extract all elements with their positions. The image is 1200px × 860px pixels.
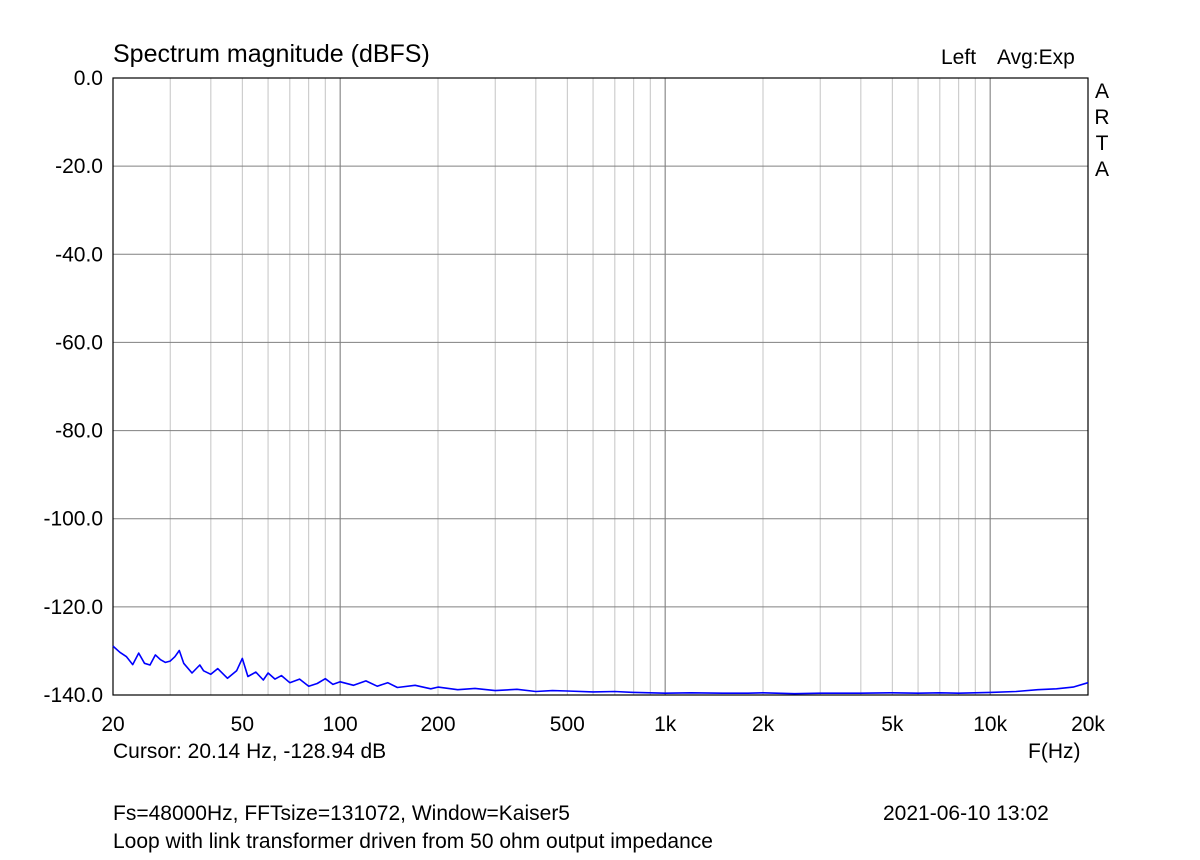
spectrum-trace [112, 645, 1089, 695]
brand-letter: R [1094, 106, 1110, 129]
timestamp: 2021-06-10 13:02 [883, 802, 1049, 825]
x-tick-label: 200 [420, 713, 455, 736]
y-tick-label: -60.0 [55, 331, 103, 354]
x-axis-ticks: 20 50 100 200 500 1k 2k 5k 10k 20k [101, 713, 1105, 736]
y-tick-label: -20.0 [55, 155, 103, 178]
cursor-readout: Cursor: 20.14 Hz, -128.94 dB [113, 740, 387, 763]
y-tick-label: 0.0 [74, 67, 103, 90]
x-tick-label: 100 [323, 713, 358, 736]
x-tick-label: 10k [973, 713, 1007, 736]
measurement-caption: Loop with link transformer driven from 5… [113, 830, 713, 853]
y-tick-label: -140.0 [43, 684, 103, 707]
y-tick-label: -80.0 [55, 420, 103, 443]
x-axis-label: F(Hz) [1028, 740, 1081, 763]
chart-title: Spectrum magnitude (dBFS) [113, 40, 430, 68]
plot-grid [113, 78, 1088, 695]
x-tick-label: 20 [101, 713, 124, 736]
channel-label: Left [941, 46, 977, 69]
y-tick-label: -120.0 [43, 596, 103, 619]
x-tick-label: 5k [881, 713, 904, 736]
plot-frame [112, 77, 1089, 696]
fft-parameters: Fs=48000Hz, FFTsize=131072, Window=Kaise… [113, 802, 570, 825]
x-tick-label: 20k [1071, 713, 1105, 736]
x-tick-label: 1k [654, 713, 677, 736]
x-tick-label: 50 [231, 713, 254, 736]
y-tick-label: -100.0 [43, 508, 103, 531]
averaging-label: Avg:Exp [997, 46, 1075, 69]
x-tick-label: 2k [752, 713, 775, 736]
brand-letter: A [1094, 158, 1109, 181]
x-tick-label: 500 [550, 713, 585, 736]
y-tick-label: -40.0 [55, 243, 103, 266]
brand-letter: A [1094, 80, 1109, 103]
y-axis-ticks: 0.0 -20.0 -40.0 -60.0 -80.0 -100.0 -120.0 -140.… [43, 67, 103, 707]
brand-letter: T [1095, 132, 1109, 155]
